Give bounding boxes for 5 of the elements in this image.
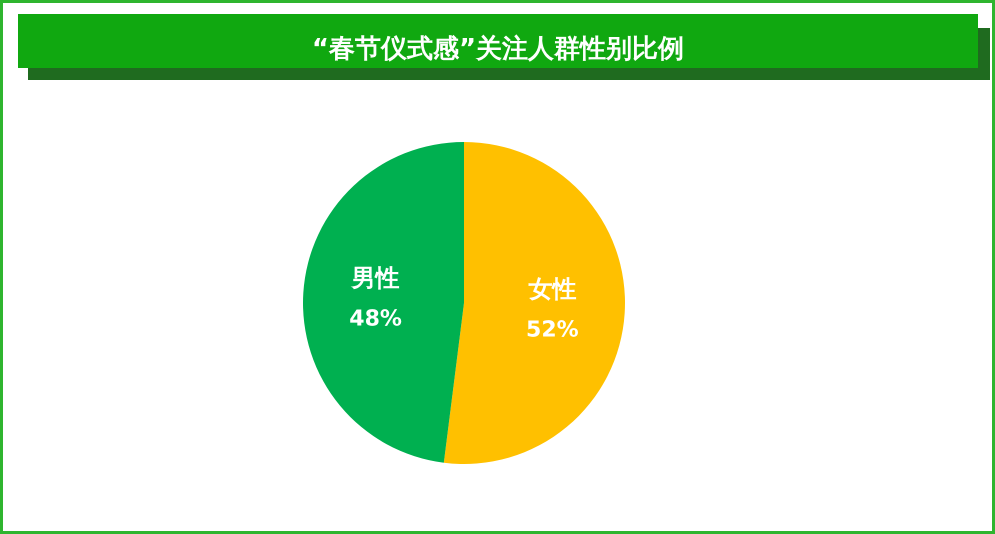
chart-title: “春节仪式感”关注人群性别比例 bbox=[312, 34, 684, 64]
slice-label: 男性 bbox=[350, 264, 400, 292]
slice-label: 女性 bbox=[527, 275, 576, 304]
data-label: 52% bbox=[526, 318, 579, 343]
data-label: 48% bbox=[349, 306, 402, 332]
